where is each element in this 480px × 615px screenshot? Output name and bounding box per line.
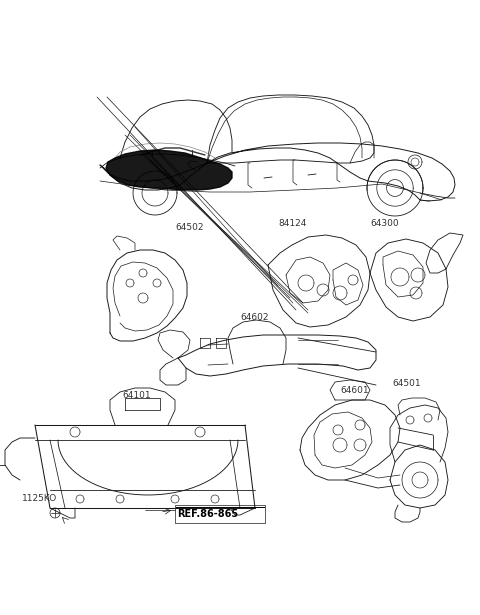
Text: 64601: 64601 [340, 386, 369, 395]
Text: 64501: 64501 [392, 379, 420, 388]
Text: 64502: 64502 [175, 223, 204, 232]
Text: 1125KO: 1125KO [22, 494, 57, 503]
Text: 64101: 64101 [122, 391, 151, 400]
FancyBboxPatch shape [175, 505, 265, 523]
Text: REF.86-865: REF.86-865 [177, 509, 238, 519]
Text: 64602: 64602 [240, 313, 268, 322]
Text: 64300: 64300 [370, 219, 398, 228]
Polygon shape [106, 150, 232, 190]
Text: 84124: 84124 [278, 219, 306, 228]
